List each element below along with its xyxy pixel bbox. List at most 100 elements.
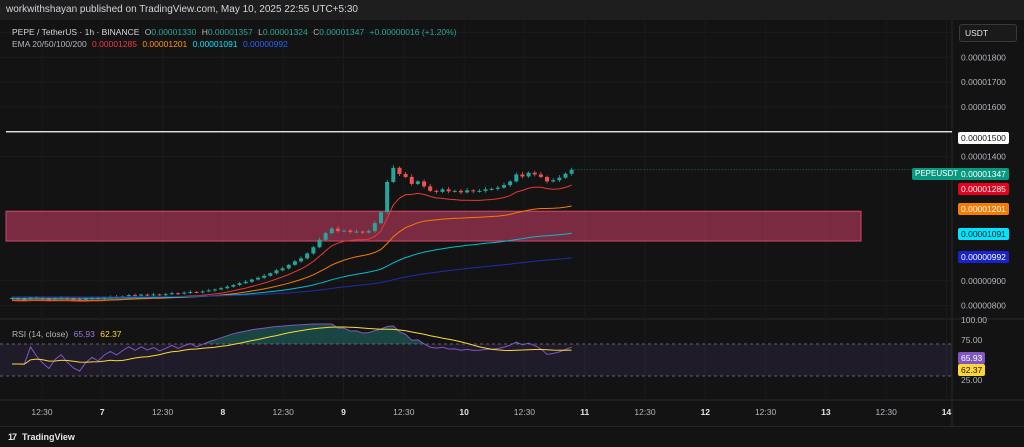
rsi-ma-line [12,326,572,365]
ema50-line [11,205,572,301]
ema100-price-tag: 0.00001091 [958,228,1009,240]
ema50-price-tag: 0.00001201 [958,203,1009,215]
ohlc-open: 0.00001330 [151,27,197,37]
rsi-overbought-fill [12,324,572,344]
chart-canvas[interactable]: 0.000019000.000018000.000017000.00001600… [0,20,1024,426]
price-axis-tick: 0.00001700 [961,77,1006,87]
candle [366,231,371,233]
candle [354,231,359,233]
candle [317,239,322,248]
price-axis-tick: 0.00000800 [961,301,1006,311]
candle [305,253,310,259]
candle [212,289,217,291]
supply-zone [5,210,862,242]
candle [145,294,150,296]
rsi-ma-tag: 62.37 [958,364,986,376]
candle [446,189,451,192]
candle [206,290,211,292]
ohlc-close: 0.00001347 [319,27,365,37]
candle [379,212,383,224]
time-axis-tick: 13 [821,407,831,417]
candle [360,231,365,233]
ohlc-open-label: O [144,27,152,37]
candle [22,298,27,300]
candle [391,167,396,182]
candle [188,291,193,293]
candle [176,293,181,295]
candle [557,177,562,181]
candle [415,181,420,184]
candle [372,223,377,232]
candle [231,284,236,287]
candle [508,181,513,186]
tradingview-logo-text: TradingView [22,432,75,442]
candle [538,174,543,177]
footer-bar: 17 TradingView [0,426,1024,447]
candle [335,228,340,232]
tradingview-logo[interactable]: 17 TradingView [8,432,75,442]
candle [46,298,51,300]
candle [77,299,82,301]
time-axis-tick: 14 [942,407,952,417]
time-axis-tick: 12:30 [31,407,53,417]
rsi-label[interactable]: RSI (14, close) [12,329,69,339]
candle [219,288,224,290]
candle [526,172,531,177]
ohlc-close-label: C [313,27,320,37]
rsi-legend[interactable]: RSI (14, close) 65.93 62.37 [12,329,125,339]
time-axis-tick: 12:30 [634,407,656,417]
candle [471,190,476,192]
last-price-tag: 0.00001347 [958,168,1009,180]
symbol-name-tag: PEPEUSDT [912,168,962,180]
candle [256,277,260,280]
ema200-price-tag: 0.00000992 [958,251,1009,263]
candle [403,173,408,177]
candle [495,187,500,189]
candle [409,176,414,184]
candle [569,169,574,174]
candle [452,190,457,192]
candle [323,233,328,240]
candle [299,258,304,262]
time-axis-tick: 10 [459,407,469,417]
candle [483,189,488,191]
ohlc-low: 0.00001324 [262,27,308,37]
publish-bar: workwithshayan published on TradingView.… [0,0,1024,20]
time-axis-tick: 12:30 [755,407,777,417]
time-axis-tick: 12:30 [152,407,174,417]
candle [83,298,88,300]
rsi-band [0,344,952,376]
ema20-price-tag: 0.00001285 [958,183,1009,195]
ema-label[interactable]: EMA 20/50/100/200 [12,39,87,49]
candle [545,176,550,182]
candle [151,294,156,296]
price-axis-tick: 0.00001600 [961,102,1006,112]
candle [477,190,482,192]
symbol-legend[interactable]: PEPE / TetherUS · 1h · BINANCE O0.000013… [12,27,460,37]
hline-price-tag[interactable]: 0.00001500 [958,132,1009,144]
ohlc-low-label: L [258,27,263,37]
symbol-title[interactable]: PEPE / TetherUS · 1h · BINANCE [12,27,140,37]
chart-area[interactable]: 0.000019000.000018000.000017000.00001600… [0,20,1024,426]
candle [280,268,285,271]
ohlc-high: 0.00001357 [207,27,253,37]
candle [329,228,334,234]
candle [243,281,248,284]
price-axis-tick: 0.00001800 [961,52,1006,62]
candle [225,286,230,289]
ema100-line [11,232,572,299]
candle [385,181,390,213]
currency-button[interactable]: USDT [959,24,1017,42]
rsi-ma-value: 62.37 [100,329,122,339]
rsi-axis-tick: 100.00 [961,315,987,325]
candle [458,190,463,193]
candle [163,294,168,296]
time-axis-tick: 12:30 [393,407,415,417]
candle [502,185,506,188]
time-axis-tick: 12:30 [273,407,295,417]
candle [520,174,525,177]
ema200-value: 0.00000992 [242,39,288,49]
ema-legend[interactable]: EMA 20/50/100/200 0.00001285 0.00001201 … [12,39,291,49]
ema100-value: 0.00001091 [192,39,238,49]
time-axis-tick: 12:30 [514,407,536,417]
